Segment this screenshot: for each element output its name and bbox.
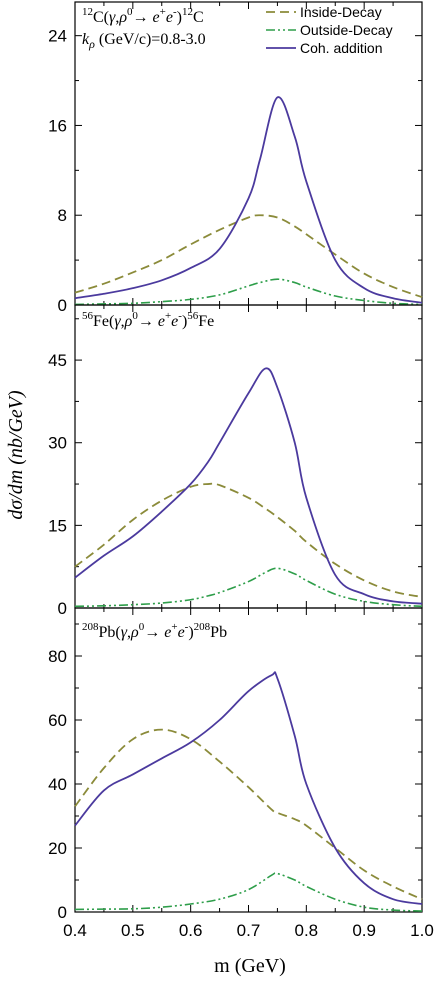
y-tick-label: 30: [48, 434, 67, 453]
y-tick-label: 24: [48, 27, 67, 46]
series-line-coh-addition: [74, 671, 423, 905]
series-line-outside-decay: [74, 872, 423, 912]
panel-2-reaction-label: 56Fe(γ,ρ0→ e+e-)56Fe: [82, 310, 214, 330]
y-tick-label: 8: [58, 206, 67, 225]
panel-3: 0 20 40 60 80 0.4 0.5 0.6 0.7 0.8 0.9 1.0: [48, 607, 434, 940]
series-line-coh-addition: [74, 96, 423, 304]
series-line-inside-decay: [74, 728, 423, 901]
series-line-outside-decay: [74, 278, 423, 306]
y-tick-label: 0: [58, 599, 67, 618]
series-line-coh-addition: [74, 367, 423, 605]
x-tick-label: 1.0: [410, 921, 434, 940]
panel-frame: [74, 607, 423, 913]
series-line-inside-decay: [74, 482, 423, 598]
y-tick-label: 60: [48, 711, 67, 730]
x-tick-label: 0.7: [237, 921, 261, 940]
series-line-inside-decay: [74, 214, 423, 298]
panel-frame: [74, 304, 423, 609]
panel-1-reaction-label: 12C(γ,ρ0→ e+e-)12C: [82, 6, 204, 26]
y-tick-label: 16: [48, 116, 67, 135]
legend: Inside-Decay Outside-Decay Coh. addition: [266, 4, 393, 56]
y-tick-label: 80: [48, 647, 67, 666]
series-line-outside-decay: [74, 567, 423, 608]
x-tick-label: 0.8: [295, 921, 319, 940]
y-tick-label: 15: [48, 516, 67, 535]
y-tick-label: 45: [48, 351, 67, 370]
panel-2: 0 15 30 45: [48, 304, 423, 618]
x-tick-label: 0.6: [179, 921, 203, 940]
x-tick-label: 0.4: [63, 921, 87, 940]
x-tick-label: 0.5: [121, 921, 145, 940]
y-axis-title: dσ/dm (nb/GeV): [5, 390, 27, 520]
y-tick-label: 0: [58, 903, 67, 922]
y-tick-label: 0: [58, 296, 67, 315]
legend-label: Inside-Decay: [300, 4, 382, 20]
panel-3-reaction-label: 208Pb(γ,ρ0→ e+e-)208Pb: [82, 621, 227, 641]
legend-label: Coh. addition: [300, 40, 383, 56]
y-tick-label: 20: [48, 839, 67, 858]
panel-1-momentum-label: kρ (GeV/c)=0.8-3.0: [82, 31, 206, 51]
legend-label: Outside-Decay: [300, 22, 393, 38]
x-axis-title: m (GeV): [214, 955, 286, 977]
x-tick-label: 0.9: [352, 921, 376, 940]
y-tick-label: 40: [48, 775, 67, 794]
